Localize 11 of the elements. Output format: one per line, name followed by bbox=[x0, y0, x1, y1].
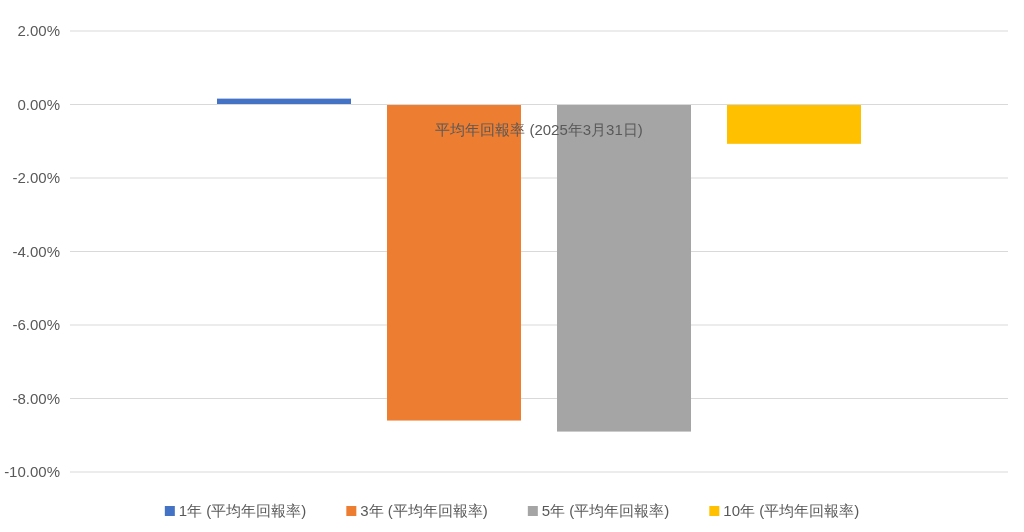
y-tick-label: -2.00% bbox=[12, 169, 60, 186]
legend-label: 3年 (平均年回報率) bbox=[360, 502, 488, 519]
y-tick-label: 2.00% bbox=[17, 22, 60, 39]
y-tick-label: -8.00% bbox=[12, 389, 60, 407]
legend-label: 10年 (平均年回報率) bbox=[723, 502, 860, 519]
legend-label: 1年 (平均年回報率) bbox=[178, 502, 307, 519]
y-tick-label: -4.00% bbox=[12, 242, 60, 260]
y-tick-label: -10.00% bbox=[4, 463, 60, 480]
legend-label: 5年 (平均年回報率) bbox=[541, 502, 670, 519]
y-tick-label: -6.00% bbox=[12, 316, 60, 333]
y-tick-label: 0.00% bbox=[17, 95, 60, 113]
